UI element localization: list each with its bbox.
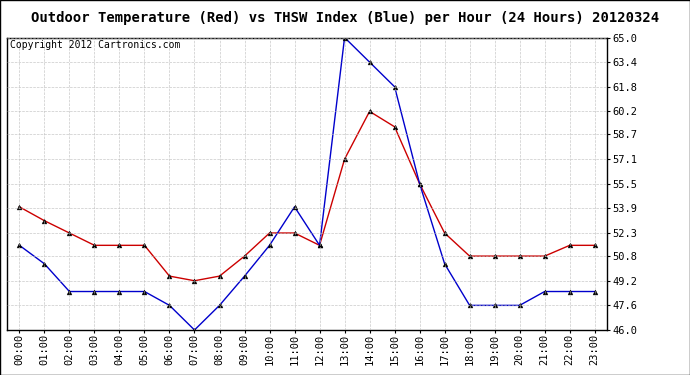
Text: Outdoor Temperature (Red) vs THSW Index (Blue) per Hour (24 Hours) 20120324: Outdoor Temperature (Red) vs THSW Index … (31, 11, 659, 25)
Text: Copyright 2012 Cartronics.com: Copyright 2012 Cartronics.com (10, 40, 180, 50)
